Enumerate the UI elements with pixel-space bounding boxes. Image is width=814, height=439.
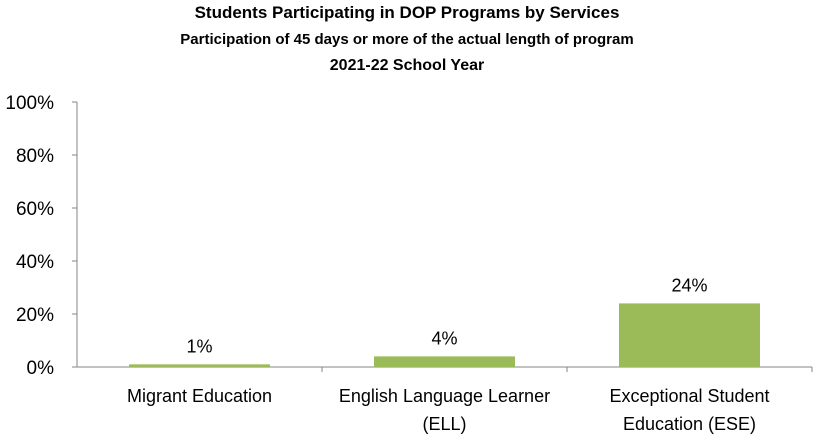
data-label: 4% — [431, 328, 457, 348]
y-tick-label: 80% — [16, 146, 54, 167]
data-label: 1% — [186, 336, 212, 356]
y-tick-label: 20% — [16, 305, 54, 326]
y-tick-label: 40% — [16, 252, 54, 273]
bar — [374, 356, 515, 367]
category-label: Exceptional Student Education (ESE) — [609, 386, 769, 434]
chart-subtitle: Participation of 45 days or more of the … — [180, 31, 634, 48]
y-tick-label: 60% — [16, 199, 54, 220]
chart-subtitle-year: 2021-22 School Year — [329, 57, 485, 74]
bar — [129, 364, 270, 367]
data-label: 24% — [671, 275, 707, 295]
chart-title: Students Participating in DOP Programs b… — [194, 3, 620, 22]
category-label: English Language Learner (ELL) — [339, 386, 550, 434]
y-tick-label: 0% — [27, 358, 55, 379]
bar — [619, 303, 760, 367]
y-tick-label: 100% — [5, 93, 54, 114]
category-label: Migrant Education — [127, 386, 272, 406]
